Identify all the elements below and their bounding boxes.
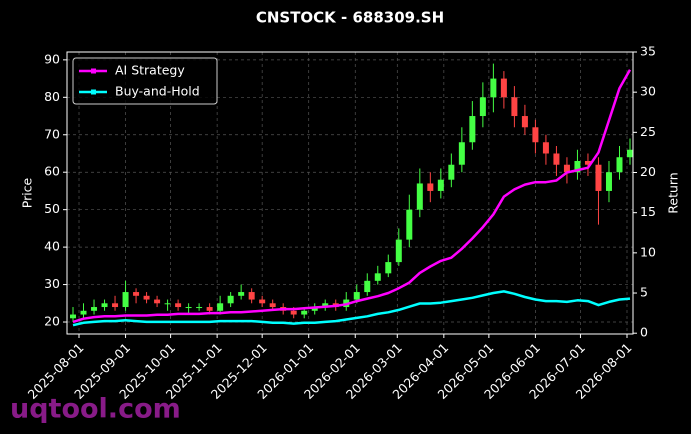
candle-body	[416, 183, 423, 210]
candle-body	[437, 179, 444, 191]
watermark: uqtool.com	[10, 394, 181, 425]
candle-body	[196, 307, 203, 309]
y2-tick-label: 0	[640, 325, 648, 340]
candle-body	[511, 97, 518, 117]
y-axis-label: Price	[20, 177, 35, 208]
candle-body	[269, 303, 276, 308]
candle-body	[353, 292, 360, 300]
candle-body	[479, 97, 486, 117]
candle-body	[133, 292, 140, 296]
candle-body	[206, 307, 213, 311]
y2-tick-label: 30	[640, 84, 656, 99]
legend-box	[72, 57, 218, 105]
legend-label: AI Strategy	[115, 63, 185, 78]
candle-body	[574, 160, 581, 173]
y-tick-label: 60	[44, 164, 60, 179]
candle-body	[238, 292, 245, 296]
candle-body	[521, 116, 528, 128]
candle-body	[595, 164, 602, 191]
candle-body	[364, 280, 371, 293]
candle-body	[584, 160, 591, 165]
candle-body	[469, 116, 476, 143]
candle-body	[290, 310, 297, 315]
y-tick-label: 30	[44, 276, 60, 291]
candle-body	[248, 292, 255, 300]
legend-marker	[91, 68, 96, 74]
candle-body	[395, 239, 402, 263]
candle-body	[605, 172, 612, 191]
candle-body	[91, 307, 98, 311]
candle-body	[164, 303, 171, 305]
candle-body	[406, 209, 413, 240]
candle-body	[500, 78, 507, 98]
legend-label: Buy-and-Hold	[115, 84, 200, 99]
candle-body	[122, 292, 129, 308]
y2-tick-label: 25	[640, 124, 656, 139]
candle-body	[311, 307, 318, 311]
candle-body	[626, 149, 633, 158]
y2-axis-label: Return	[666, 172, 681, 213]
candle-body	[385, 262, 392, 274]
candle-body	[616, 157, 623, 173]
candle-body	[532, 127, 539, 143]
axes-frame	[66, 51, 634, 335]
y-tick-label: 20	[44, 314, 60, 329]
y-tick-label: 70	[44, 126, 60, 141]
candle-body	[490, 78, 497, 98]
candle-body	[217, 303, 224, 311]
candle-body	[101, 303, 108, 308]
y2-tick-label: 20	[640, 164, 656, 179]
candle-body	[154, 299, 161, 304]
y2-tick-label: 5	[640, 285, 648, 300]
y2-tick-label: 10	[640, 244, 656, 259]
candle-body	[80, 310, 87, 315]
candle-body	[175, 303, 182, 308]
y2-tick-label: 35	[640, 44, 656, 59]
legend-marker	[91, 89, 96, 95]
candle-body	[185, 307, 192, 309]
series-line	[72, 290, 631, 327]
candle-body	[112, 303, 119, 308]
candle-body	[427, 183, 434, 191]
chart-title: CNSTOCK - 688309.SH	[256, 9, 444, 27]
candle-body	[259, 299, 266, 304]
candle-body	[70, 314, 77, 319]
candle-body	[448, 164, 455, 180]
y2-tick-label: 15	[640, 204, 656, 219]
candle-body	[374, 273, 381, 281]
y-tick-label: 40	[44, 239, 60, 254]
candle-body	[542, 142, 549, 154]
y-tick-label: 80	[44, 89, 60, 104]
candle-body	[553, 153, 560, 165]
y-tick-label: 90	[44, 51, 60, 66]
candle-body	[227, 295, 234, 304]
candle-body	[143, 295, 150, 300]
series-line	[72, 69, 632, 324]
candle-body	[563, 164, 570, 173]
candle-body	[458, 142, 465, 165]
candle-body	[301, 310, 308, 315]
candle-body	[322, 303, 329, 308]
y-tick-label: 50	[44, 201, 60, 216]
